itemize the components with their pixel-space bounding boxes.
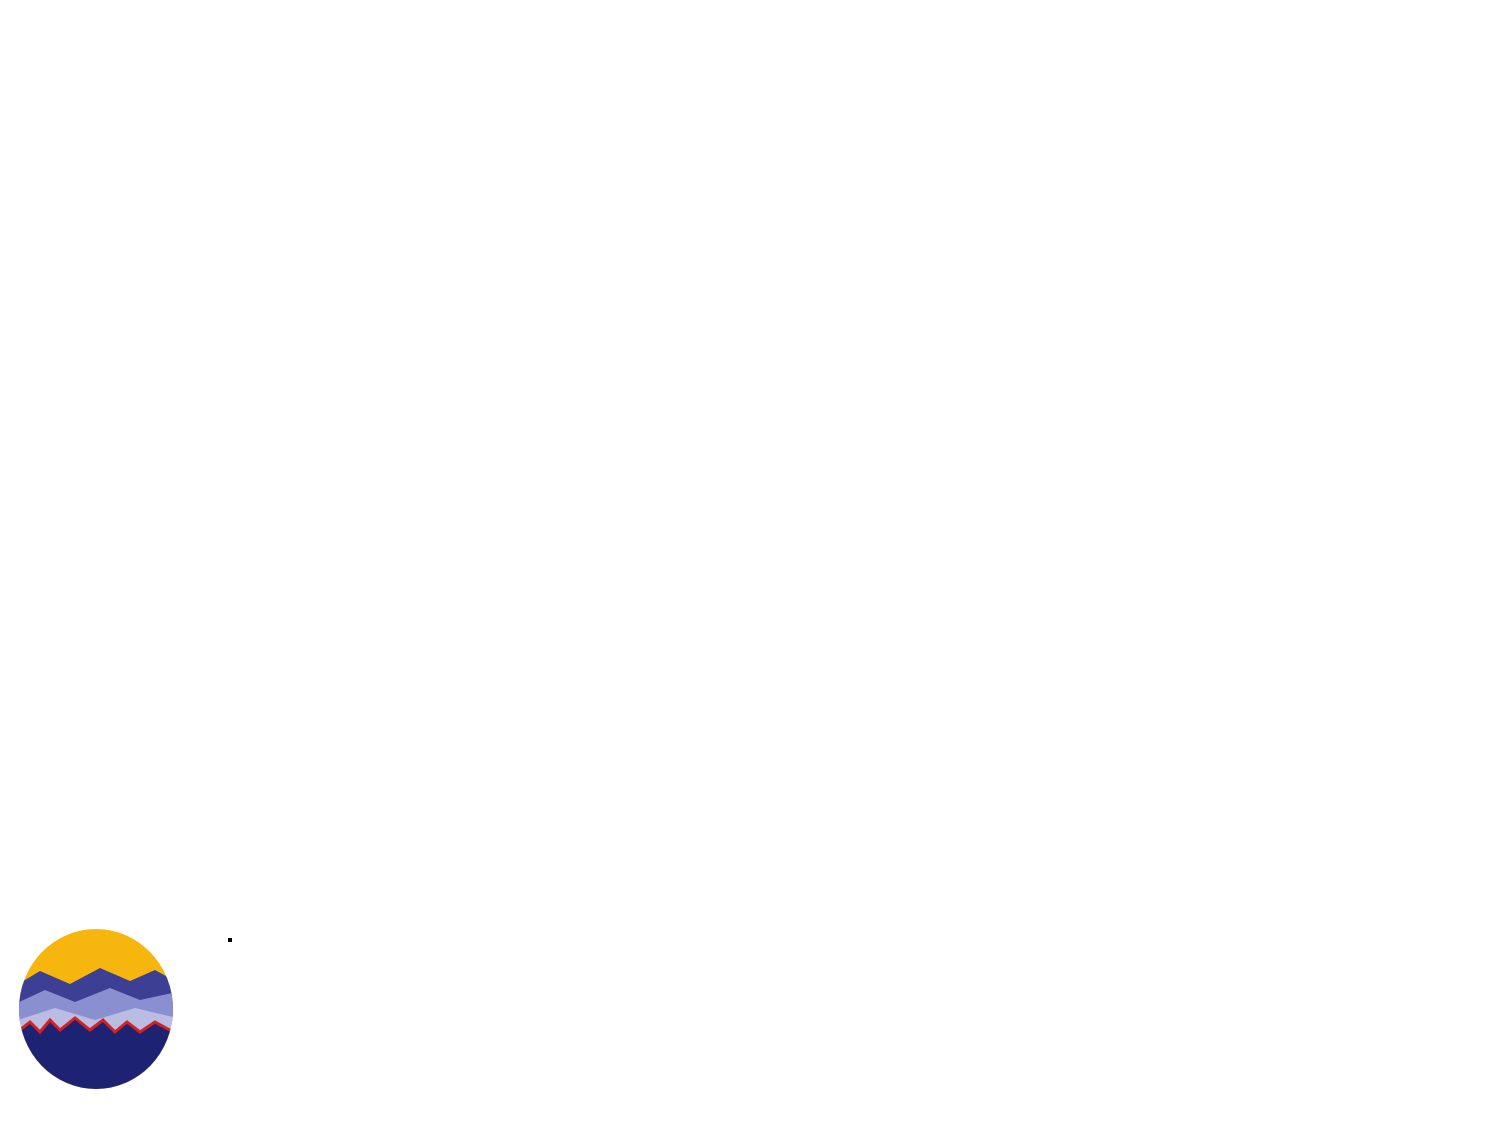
ncics-logo bbox=[19, 929, 173, 1089]
colorbar bbox=[228, 938, 232, 942]
